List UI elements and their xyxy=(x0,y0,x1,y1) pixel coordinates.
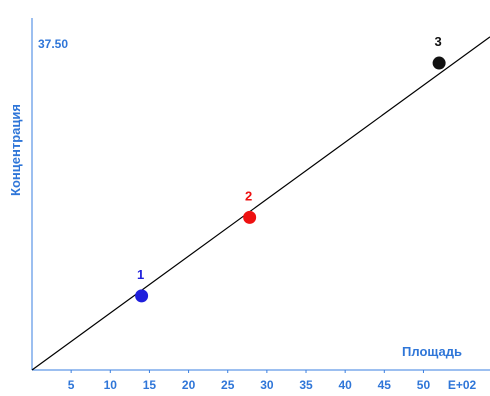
x-exponent-label: E+02 xyxy=(448,378,477,392)
calibration-point xyxy=(243,210,257,224)
point-label: 2 xyxy=(245,188,252,203)
x-tick-label: 35 xyxy=(299,378,313,392)
calibration-point xyxy=(135,289,149,303)
y-axis-label: Концентрация xyxy=(8,104,23,196)
x-tick-label: 50 xyxy=(417,378,431,392)
y-max-label: 37.50 xyxy=(38,37,68,51)
x-tick-label: 15 xyxy=(143,378,157,392)
x-tick-label: 5 xyxy=(68,378,75,392)
x-tick-label: 10 xyxy=(104,378,118,392)
point-label: 3 xyxy=(434,34,441,49)
point-label: 1 xyxy=(137,267,144,282)
x-axis-label: Площадь xyxy=(402,344,462,359)
calibration-point xyxy=(432,56,446,70)
x-tick-label: 45 xyxy=(378,378,392,392)
x-tick-label: 30 xyxy=(260,378,274,392)
x-tick-label: 40 xyxy=(338,378,352,392)
calibration-line xyxy=(31,36,490,371)
x-tick-label: 20 xyxy=(182,378,196,392)
x-tick-label: 25 xyxy=(221,378,235,392)
